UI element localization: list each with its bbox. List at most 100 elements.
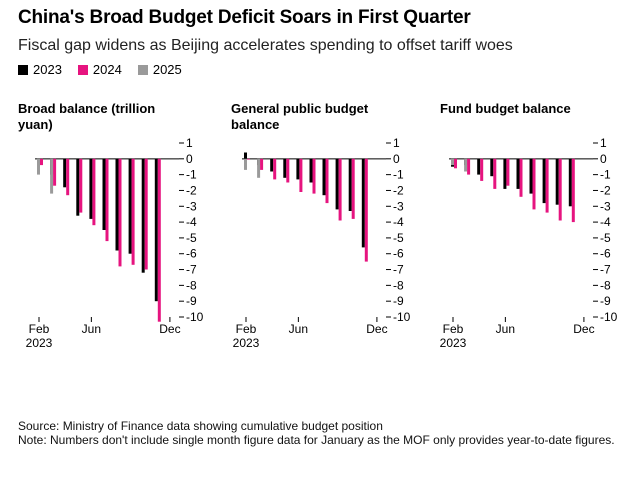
bar-2023-may [490, 158, 494, 177]
y-tick-label: -2 [186, 183, 197, 197]
bar-2024-mar [467, 158, 471, 175]
bar-2024-oct [558, 158, 562, 221]
bar-2024-sep [131, 158, 135, 265]
legend-label-2023: 2023 [33, 62, 62, 77]
panel-title-broad-balance: Broad balance (trillion yuan) [18, 101, 156, 132]
bar-2024-jul [105, 158, 109, 242]
y-tick-label: -3 [600, 199, 611, 213]
bar-2023-sep [128, 158, 132, 254]
y-tick-label: -8 [393, 278, 404, 292]
y-tick-label: -7 [600, 263, 611, 277]
y-tick-label: -10 [393, 310, 411, 324]
bar-2024-sep [545, 158, 549, 213]
bar-2024-jun [506, 158, 510, 186]
legend-label-2024: 2024 [92, 62, 122, 77]
bar-2023-apr [270, 158, 274, 172]
legend-swatch-2023 [18, 64, 28, 75]
bar-2023-aug [115, 158, 119, 251]
bar-2024-mar [260, 158, 264, 170]
panel-title-general-public-budget: General public budget balance [231, 101, 369, 132]
bar-2025-mar [464, 158, 468, 172]
y-tick-label: -6 [393, 247, 404, 261]
bar-2025-mar [257, 158, 261, 178]
x-tick-label: Jun [496, 322, 515, 336]
bar-2023-sep [542, 158, 546, 204]
y-tick-label: -7 [393, 263, 404, 277]
y-tick-label: -1 [393, 168, 404, 182]
bar-2023-oct [141, 158, 145, 273]
x-year-label: 2023 [233, 336, 260, 350]
bar-2023-sep [335, 158, 339, 210]
y-tick-label: -4 [186, 215, 197, 229]
bar-2024-feb [454, 158, 457, 169]
bar-2023-may [283, 158, 287, 178]
y-tick-label: -4 [600, 215, 611, 229]
y-tick-label: -9 [600, 294, 611, 308]
y-tick-label: -3 [186, 199, 197, 213]
bar-2025-feb [244, 158, 247, 170]
bar-2024-sep [338, 158, 342, 221]
bar-2023-nov [568, 158, 572, 207]
bar-2024-nov [571, 158, 575, 223]
y-tick-label: -8 [600, 278, 611, 292]
bar-2025-feb [451, 158, 454, 166]
bar-2023-jul [309, 158, 313, 183]
y-tick-label: -5 [393, 231, 404, 245]
bar-2024-apr [66, 158, 70, 196]
x-year-label: 2023 [26, 336, 53, 350]
y-tick-label: -2 [600, 183, 611, 197]
y-tick-label: -3 [393, 199, 404, 213]
y-tick-label: 0 [600, 152, 607, 166]
bar-2023-aug [322, 158, 326, 196]
y-tick-label: -1 [600, 168, 611, 182]
bar-2023-jul [516, 158, 520, 189]
bar-2024-aug [118, 158, 122, 267]
bar-2023-jul [102, 158, 106, 230]
y-tick-label: -7 [186, 263, 197, 277]
bar-2023-oct [555, 158, 559, 205]
x-tick-label: Feb [29, 322, 50, 336]
y-tick-label: -5 [600, 231, 611, 245]
bar-2024-aug [532, 158, 536, 210]
y-tick-label: 0 [186, 152, 193, 166]
y-tick-label: 1 [600, 136, 607, 150]
y-tick-label: 1 [393, 136, 400, 150]
bar-2024-may [493, 158, 497, 189]
legend: 2023 2024 2025 [18, 62, 182, 77]
chart-subtitle: Fiscal gap widens as Beijing accelerates… [18, 37, 513, 54]
x-tick-label: Feb [236, 322, 257, 336]
y-tick-label: -4 [393, 215, 404, 229]
x-tick-label: Dec [366, 322, 387, 336]
footnotes: Source: Ministry of Finance data showing… [18, 419, 618, 447]
bar-2023-oct [348, 158, 352, 211]
bar-2024-nov [157, 158, 161, 322]
x-tick-label: Feb [443, 322, 464, 336]
legend-label-2025: 2025 [152, 62, 182, 77]
bar-2025-mar [50, 158, 54, 194]
bar-2023-may [76, 158, 80, 216]
bar-2023-feb [244, 152, 247, 159]
x-tick-label: Dec [573, 322, 594, 336]
y-tick-label: 1 [186, 136, 193, 150]
chart-title: China's Broad Budget Deficit Soars in Fi… [18, 7, 471, 28]
y-tick-label: -9 [186, 294, 197, 308]
y-tick-label: -1 [186, 168, 197, 182]
bar-2024-jul [519, 158, 523, 197]
bar-2024-apr [480, 158, 484, 181]
bar-2023-apr [477, 158, 481, 175]
y-tick-label: -9 [393, 294, 404, 308]
y-tick-label: -6 [186, 247, 197, 261]
x-year-label: 2023 [440, 336, 467, 350]
bar-2025-feb [37, 158, 40, 175]
legend-item-2023: 2023 [18, 62, 62, 77]
source-note: Source: Ministry of Finance data showing… [18, 419, 383, 433]
bar-2024-feb [247, 158, 250, 160]
bar-2023-jun [503, 158, 507, 189]
bar-2024-feb [40, 158, 43, 166]
bar-2023-jun [296, 158, 300, 180]
y-tick-label: -10 [186, 310, 204, 324]
